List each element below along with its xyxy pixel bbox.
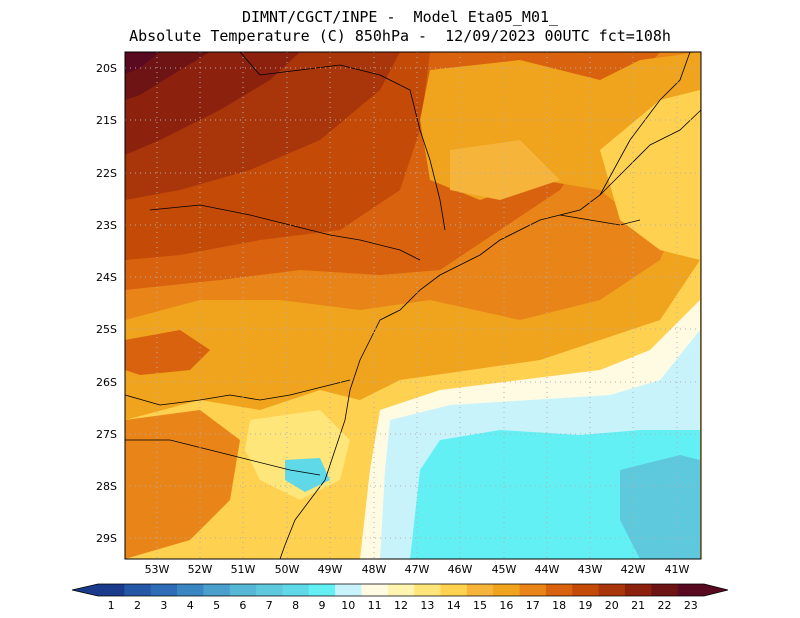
- colorbar-swatch: [493, 584, 521, 596]
- colorbar-label: 13: [420, 599, 435, 612]
- lat-label: 23S: [96, 219, 117, 232]
- colorbar-swatch: [414, 584, 442, 596]
- state-border: [149, 204, 421, 261]
- colorbar-label: 21: [631, 599, 646, 612]
- colorbar-label: 12: [394, 599, 408, 612]
- colorbar-label: 7: [265, 599, 273, 612]
- lat-label: 26S: [96, 376, 117, 389]
- temperature-field: [125, 52, 701, 559]
- lon-label: 52W: [187, 563, 213, 576]
- lon-label: 49W: [317, 563, 343, 576]
- state-border: [239, 52, 446, 231]
- lon-label: 43W: [577, 563, 603, 576]
- colorbar-left-arrow: [72, 584, 98, 596]
- colorbar-label: 19: [578, 599, 593, 612]
- coastline: [279, 109, 701, 559]
- colorbar-swatch: [361, 584, 389, 596]
- colorbar-swatch: [335, 584, 362, 596]
- colorbar-label: 15: [473, 599, 488, 612]
- colorbar-swatch: [387, 584, 415, 596]
- colorbar-label: 4: [186, 599, 194, 612]
- colorbar-label: 23: [683, 599, 698, 612]
- color-scale-bar: [71, 583, 729, 597]
- colorbar-label: 8: [292, 599, 300, 612]
- state-border: [125, 439, 321, 476]
- colorbar-label: 5: [213, 599, 221, 612]
- colorbar-swatch: [572, 584, 600, 596]
- map-title-line-2: Absolute Temperature (C) 850hPa - 12/09/…: [129, 27, 671, 45]
- colorbar-label: 3: [160, 599, 168, 612]
- colorbar-outline: [71, 583, 729, 597]
- lon-label: 45W: [491, 563, 517, 576]
- colorbar-swatch: [177, 584, 204, 596]
- colorbar-swatch: [677, 584, 705, 596]
- lon-label: 53W: [144, 563, 170, 576]
- lon-label: 47W: [404, 563, 430, 576]
- colorbar-label: 6: [239, 599, 247, 612]
- lat-label: 27S: [96, 428, 117, 441]
- lon-label: 50W: [274, 563, 300, 576]
- colorbar-label: 9: [318, 599, 326, 612]
- lon-label: 46W: [447, 563, 473, 576]
- grid-lines: [125, 52, 701, 559]
- colorbar-swatch: [519, 584, 547, 596]
- colorbar-right-arrow: [704, 584, 728, 596]
- colorbar-label: 10: [341, 599, 356, 612]
- lat-label: 28S: [96, 480, 117, 493]
- colorbar-swatch: [440, 584, 468, 596]
- state-border: [125, 379, 351, 406]
- colorbar-swatch: [229, 584, 257, 596]
- colorbar-label: 16: [499, 599, 514, 612]
- plot-frame: [124, 51, 702, 560]
- coastline-borders: [125, 52, 701, 559]
- colorbar-swatch: [466, 584, 494, 596]
- lon-label: 41W: [664, 563, 690, 576]
- lat-label: 25S: [96, 323, 117, 336]
- colorbar-swatch: [624, 584, 652, 596]
- colorbar-swatch: [150, 584, 178, 596]
- colorbar-label: 11: [367, 599, 382, 612]
- lat-label: 22S: [96, 167, 117, 180]
- colorbar-swatch: [545, 584, 573, 596]
- colorbar-swatch: [203, 584, 231, 596]
- colorbar-label: 18: [552, 599, 567, 612]
- colorbar-label: 20: [604, 599, 619, 612]
- lon-label: 44W: [534, 563, 560, 576]
- colorbar-label: 2: [134, 599, 142, 612]
- colorbar-label: 1: [107, 599, 115, 612]
- lat-label: 21S: [96, 114, 117, 127]
- colorbar-label: 17: [525, 599, 540, 612]
- colorbar-swatch: [308, 584, 336, 596]
- lat-label: 20S: [96, 62, 117, 75]
- lon-label: 51W: [230, 563, 256, 576]
- lon-label: 48W: [361, 563, 387, 576]
- colorbar-swatch: [598, 584, 626, 596]
- lon-label: 42W: [620, 563, 646, 576]
- colorbar-swatch: [282, 584, 310, 596]
- lat-label: 29S: [96, 532, 117, 545]
- colorbar-label: 22: [657, 599, 672, 612]
- colorbar-swatch: [651, 584, 679, 596]
- state-border: [599, 52, 691, 196]
- state-border: [559, 214, 641, 226]
- colorbar-label: 14: [446, 599, 461, 612]
- colorbar-swatch: [98, 584, 125, 596]
- lat-label: 24S: [96, 271, 117, 284]
- colorbar-swatch: [124, 584, 152, 596]
- map-title-line-1: DIMNT/CGCT/INPE - Model Eta05_M01_: [241, 8, 559, 26]
- colorbar-swatch: [256, 584, 283, 596]
